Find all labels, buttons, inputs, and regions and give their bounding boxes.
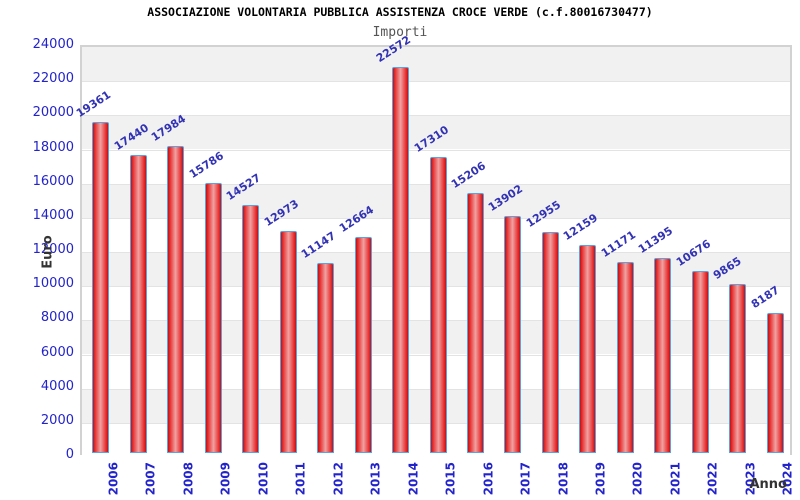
bar-2014	[392, 67, 410, 453]
y-tick-label: 12000	[32, 242, 74, 257]
x-tick-label: 2022	[705, 462, 720, 496]
chart-subtitle: Importi	[372, 25, 428, 40]
x-tick-label: 2010	[256, 462, 271, 496]
x-tick-label: 2014	[406, 462, 421, 496]
x-tick-label: 2006	[106, 462, 121, 496]
x-tick-label: 2011	[293, 462, 308, 496]
x-tick-label: 2021	[668, 462, 683, 496]
x-tick-label: 2020	[630, 462, 645, 496]
background-band	[82, 81, 790, 116]
x-tick-label: 2018	[555, 462, 570, 496]
bar-2021	[654, 258, 672, 453]
bar-2008	[167, 145, 185, 453]
bar-2018	[541, 231, 559, 453]
gridline	[82, 115, 790, 117]
bar-2010	[242, 204, 260, 453]
x-tick-label: 2019	[593, 462, 608, 496]
y-tick-label: 16000	[32, 173, 74, 189]
bar-2020	[616, 262, 634, 453]
chart-title: ASSOCIAZIONE VOLONTARIA PUBBLICA ASSISTE…	[147, 5, 653, 19]
bar-2023	[729, 284, 747, 453]
y-tick-label: 0	[65, 447, 74, 462]
x-tick-label: 2017	[518, 462, 533, 496]
y-tick-label: 8000	[40, 310, 74, 326]
x-axis-title: Anno	[749, 477, 787, 492]
x-tick-label: 2007	[143, 462, 158, 496]
y-tick-label: 22000	[32, 71, 74, 87]
bar-2012	[317, 262, 335, 453]
gridline	[82, 81, 790, 83]
background-band	[82, 47, 790, 82]
x-tick-label: 2015	[443, 462, 458, 496]
bar-2006	[92, 122, 110, 453]
bar-2013	[354, 236, 372, 453]
bar-2016	[466, 193, 484, 453]
background-band	[82, 115, 790, 150]
bar-2017	[504, 215, 522, 453]
gridline	[82, 149, 790, 151]
y-tick-label: 24000	[32, 37, 74, 52]
bar-2007	[129, 155, 147, 453]
y-tick-label: 10000	[32, 276, 74, 292]
y-tick-label: 6000	[40, 344, 74, 360]
bar-2011	[279, 231, 297, 453]
y-axis-title: Euro	[40, 235, 56, 269]
bar-2019	[579, 245, 597, 453]
x-tick-label: 2012	[331, 462, 346, 496]
y-tick-label: 20000	[32, 105, 74, 121]
plot-area: 19361 17440 17984 15786 14527 12973 11147 12664…	[74, 34, 792, 457]
x-tick-label: 2016	[480, 462, 495, 496]
y-tick-label: 18000	[32, 139, 74, 155]
bar-2024	[766, 313, 784, 453]
x-tick-label: 2013	[368, 462, 383, 496]
bar-2015	[429, 157, 447, 453]
bar-2009	[204, 183, 222, 453]
x-tick-label: 2009	[218, 462, 233, 496]
bar-2022	[691, 270, 709, 453]
y-tick-label: 14000	[32, 207, 74, 223]
y-tick-label: 4000	[40, 378, 74, 394]
y-tick-label: 2000	[40, 412, 74, 428]
x-tick-label: 2008	[181, 462, 196, 496]
